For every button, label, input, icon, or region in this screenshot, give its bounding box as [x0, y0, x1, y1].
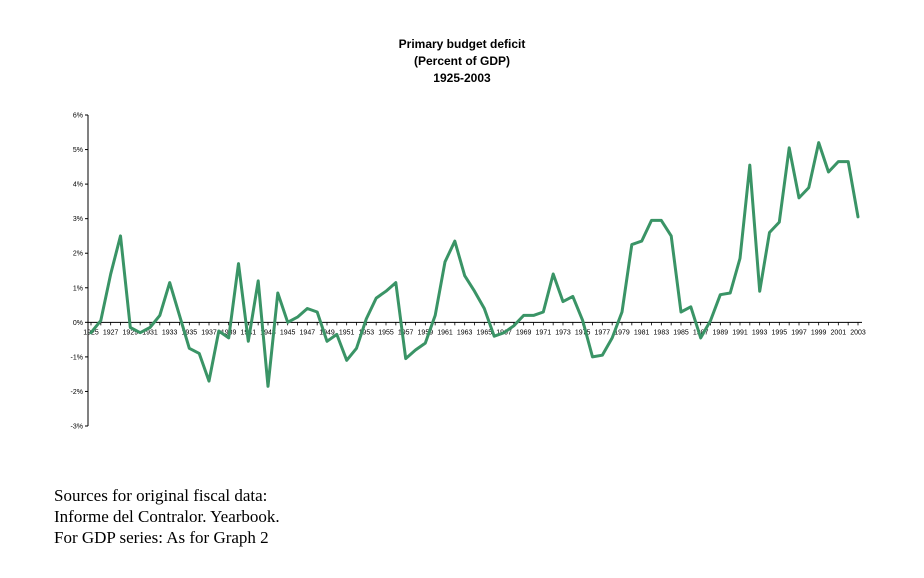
- sources-line-3: For GDP series: As for Graph 2: [54, 528, 269, 547]
- y-tick-label: 1%: [73, 285, 83, 292]
- x-tick-label: 1933: [162, 329, 178, 336]
- sources-note: Sources for original fiscal data: Inform…: [54, 485, 280, 548]
- x-tick-label: 1947: [300, 329, 316, 336]
- x-tick-label: 1963: [457, 329, 473, 336]
- x-tick-label: 1957: [398, 329, 414, 336]
- y-axis: -3% -2% -1% 0% 1% 2% 3% 4% 5% 6%: [71, 113, 89, 431]
- x-tick-label: 1983: [654, 329, 670, 336]
- x-tick-label: 1989: [713, 329, 729, 336]
- x-tick-label: 1975: [575, 329, 591, 336]
- y-tick-label: 6%: [73, 113, 83, 120]
- x-tick-label: 1935: [182, 329, 198, 336]
- y-tick-label: -2%: [71, 389, 83, 396]
- sources-line-2: Informe del Contralor. Yearbook.: [54, 507, 280, 526]
- x-tick-label: 1965: [477, 329, 493, 336]
- x-tick-label: 1949: [319, 329, 335, 336]
- x-tick-label: 1943: [260, 329, 276, 336]
- sources-line-1: Sources for original fiscal data:: [54, 486, 268, 505]
- x-tick-label: 1953: [359, 329, 375, 336]
- x-tick-label: 1977: [595, 329, 611, 336]
- x-tick-label: 1993: [752, 329, 768, 336]
- x-tick-label: 1955: [378, 329, 394, 336]
- x-tick-label: 2003: [850, 329, 866, 336]
- x-tick-label: 1961: [437, 329, 453, 336]
- x-tick-label: 1973: [555, 329, 571, 336]
- chart-period: 1925-2003: [433, 71, 491, 85]
- y-tick-label: 3%: [73, 216, 83, 223]
- x-tick-label: 1959: [418, 329, 434, 336]
- chart-subtitle: (Percent of GDP): [413, 54, 510, 68]
- x-tick-label: 1979: [614, 329, 630, 336]
- x-tick-label: 1971: [536, 329, 552, 336]
- x-tick-label: 1981: [634, 329, 650, 336]
- x-tick-label: 1985: [673, 329, 689, 336]
- x-tick-label: 1991: [732, 329, 748, 336]
- x-tick-label: 1931: [142, 329, 158, 336]
- x-tick-label: 1945: [280, 329, 296, 336]
- y-tick-label: -1%: [71, 354, 83, 361]
- x-tick-label: 1969: [516, 329, 532, 336]
- chart-title: Primary budget deficit: [398, 37, 526, 51]
- x-tick-label: 1997: [791, 329, 807, 336]
- y-tick-label: 5%: [73, 147, 83, 154]
- x-tick-label: 2001: [831, 329, 847, 336]
- x-tick-label: 1937: [201, 329, 217, 336]
- series-layer: [89, 141, 860, 388]
- y-tick-label: 4%: [73, 182, 83, 189]
- x-tick-label: 1999: [811, 329, 827, 336]
- chart-title-block: Primary budget deficit (Percent of GDP) …: [0, 36, 924, 87]
- x-tick-label: 1995: [772, 329, 788, 336]
- y-tick-label: 2%: [73, 251, 83, 258]
- x-tick-label: 1951: [339, 329, 355, 336]
- series-line: [89, 141, 860, 388]
- y-tick-label: -3%: [71, 424, 83, 431]
- x-tick-label: 1929: [123, 329, 139, 336]
- x-tick-label: 1987: [693, 329, 709, 336]
- y-tick-label: 0%: [73, 320, 83, 327]
- x-tick-label: 1927: [103, 329, 119, 336]
- x-axis: 1925 1927 1929 1931 1933 1935 1937 1939 1941 1943…: [83, 321, 866, 336]
